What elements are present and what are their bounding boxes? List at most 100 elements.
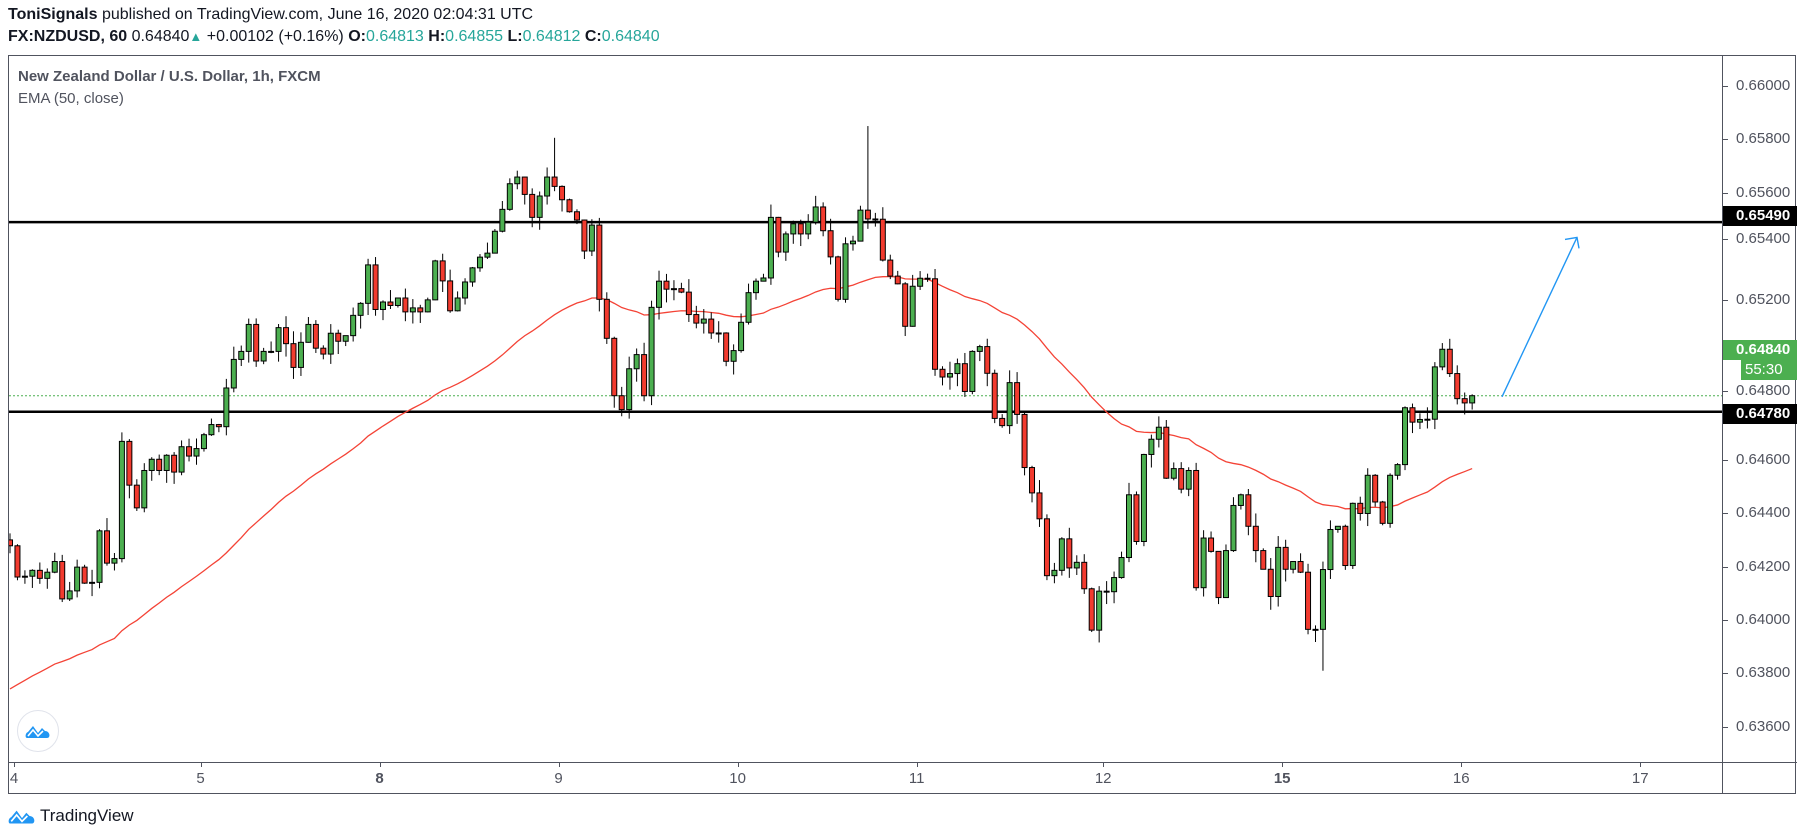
candle — [297, 332, 304, 376]
candle-body-down — [894, 275, 901, 285]
candle — [268, 341, 275, 354]
candle-body-up — [1319, 569, 1326, 630]
candle — [827, 218, 834, 265]
candle-body-up — [1170, 468, 1177, 479]
candle — [521, 176, 528, 205]
candle-body-up — [1155, 426, 1162, 440]
candle-body-up — [1349, 502, 1356, 567]
candle — [1394, 463, 1401, 480]
time-tick-label: 8 — [375, 770, 384, 787]
price-tick-label: 0.65200 — [1722, 290, 1791, 308]
candle — [350, 307, 357, 342]
candle-body-down — [827, 230, 834, 258]
candle — [984, 338, 991, 387]
time-tick-label: 17 — [1631, 770, 1649, 787]
candle-body-up — [89, 581, 96, 584]
candle-body-down — [9, 539, 13, 547]
candle-body-up — [275, 327, 282, 352]
candle — [1237, 493, 1244, 510]
candle — [230, 346, 237, 393]
tradingview-logo-button[interactable] — [17, 710, 59, 752]
candle-body-up — [268, 350, 275, 353]
candle-body-down — [932, 278, 939, 370]
candle — [857, 205, 864, 242]
candle-body-up — [715, 332, 722, 335]
candle-body-up — [1148, 438, 1155, 455]
price-axis-divider — [1722, 55, 1723, 794]
candle — [96, 529, 103, 589]
candle-body-down — [1267, 568, 1274, 598]
open-label: O: — [348, 28, 366, 45]
candle — [1327, 520, 1334, 579]
candle — [708, 312, 715, 339]
candle — [1416, 413, 1423, 430]
candle — [969, 350, 976, 395]
candle-body-up — [805, 221, 812, 235]
candle-body-down — [872, 218, 879, 221]
candle-body-down — [864, 209, 871, 220]
candle-body-up — [670, 288, 677, 291]
candle-body-down — [939, 368, 946, 378]
candle — [200, 432, 207, 452]
candle — [1006, 370, 1013, 434]
candle — [223, 378, 230, 436]
time-tick-label: 10 — [729, 770, 746, 787]
candle-body-up — [350, 314, 357, 337]
candle-body-down — [1446, 348, 1453, 375]
candle — [753, 278, 759, 300]
candle-body-down — [820, 206, 827, 232]
close-value: 0.64840 — [601, 28, 660, 45]
candle — [1454, 365, 1461, 405]
candle — [529, 188, 536, 228]
candle — [790, 220, 797, 244]
candle-body-down — [1461, 398, 1468, 404]
candle-body-up — [1469, 395, 1476, 404]
candle-body-down — [529, 193, 536, 218]
price-tick-label: 0.65600 — [1722, 183, 1791, 201]
price-tick-label: 0.64200 — [1722, 557, 1791, 575]
candle-body-up — [66, 590, 73, 600]
candle-body-down — [521, 176, 528, 195]
candle-body-down — [991, 372, 998, 419]
candle — [424, 297, 431, 313]
candle — [342, 335, 349, 347]
last-price-label: 0.64840 — [1723, 340, 1797, 360]
candle — [1066, 527, 1073, 578]
candle-body-up — [1312, 628, 1319, 631]
candle-body-up — [409, 307, 416, 313]
candle — [656, 270, 663, 320]
candle — [1170, 462, 1177, 481]
time-tick-label: 12 — [1094, 770, 1112, 787]
price-tick-label: 0.64800 — [1722, 382, 1791, 399]
time-tick-label: 15 — [1273, 770, 1291, 787]
projection-arrow[interactable] — [1501, 236, 1580, 398]
candle-body-up — [238, 350, 245, 360]
candle-body-up — [200, 434, 207, 450]
candle-body-up — [74, 566, 81, 592]
candle — [1230, 497, 1237, 552]
candle — [1036, 480, 1043, 527]
candle-body-down — [566, 199, 573, 213]
candle — [1379, 500, 1386, 526]
candle-body-down — [835, 256, 842, 300]
candle-body-up — [245, 323, 252, 352]
candle — [849, 235, 856, 251]
low-label: L: — [507, 28, 523, 45]
candle-body-down — [1178, 468, 1185, 490]
candle-body-down — [984, 346, 991, 374]
candle — [372, 257, 379, 316]
candle — [238, 345, 245, 367]
candle-body-up — [730, 350, 737, 362]
candle — [1193, 462, 1200, 591]
arrow-head-icon — [1564, 236, 1580, 249]
candle-body-up — [954, 363, 961, 375]
author-name[interactable]: ToniSignals — [8, 6, 98, 23]
candle-body-down — [641, 354, 648, 397]
indicator-legend[interactable]: EMA (50, close) — [18, 90, 124, 107]
candle-body-up — [946, 373, 953, 378]
candle — [626, 356, 633, 419]
symbol-info: FX:NZDUSD, 60 0.64840▲ +0.00102 (+0.16%)… — [8, 28, 660, 46]
candle — [141, 463, 148, 513]
candle-body-up — [1334, 525, 1341, 530]
